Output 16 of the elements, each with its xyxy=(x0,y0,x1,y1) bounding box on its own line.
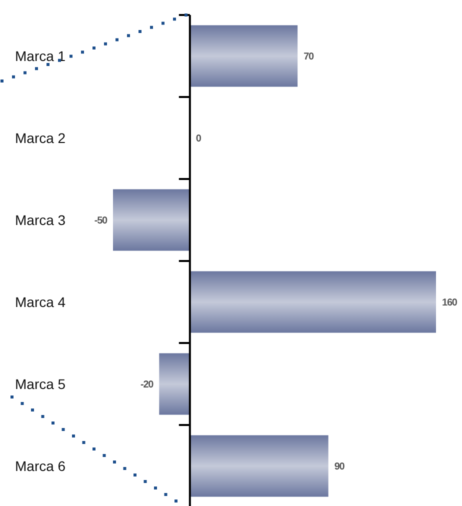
y-tick-label: Marca 3 xyxy=(15,212,66,228)
data-label: -50 xyxy=(94,216,108,226)
y-tick-label: Marca 5 xyxy=(15,376,66,392)
data-label: 0 xyxy=(196,134,202,144)
data-label: 90 xyxy=(334,462,346,472)
data-label: 160 xyxy=(442,298,458,308)
bar xyxy=(190,435,328,497)
data-label: 70 xyxy=(304,52,315,62)
y-tick-label: Marca 4 xyxy=(15,294,66,310)
data-label: -20 xyxy=(140,380,154,390)
bar xyxy=(159,353,190,415)
bar xyxy=(190,25,298,87)
bar xyxy=(113,189,190,251)
y-tick-label: Marca 2 xyxy=(15,130,66,146)
y-tick-label: Marca 6 xyxy=(15,458,66,474)
bar xyxy=(190,271,436,333)
